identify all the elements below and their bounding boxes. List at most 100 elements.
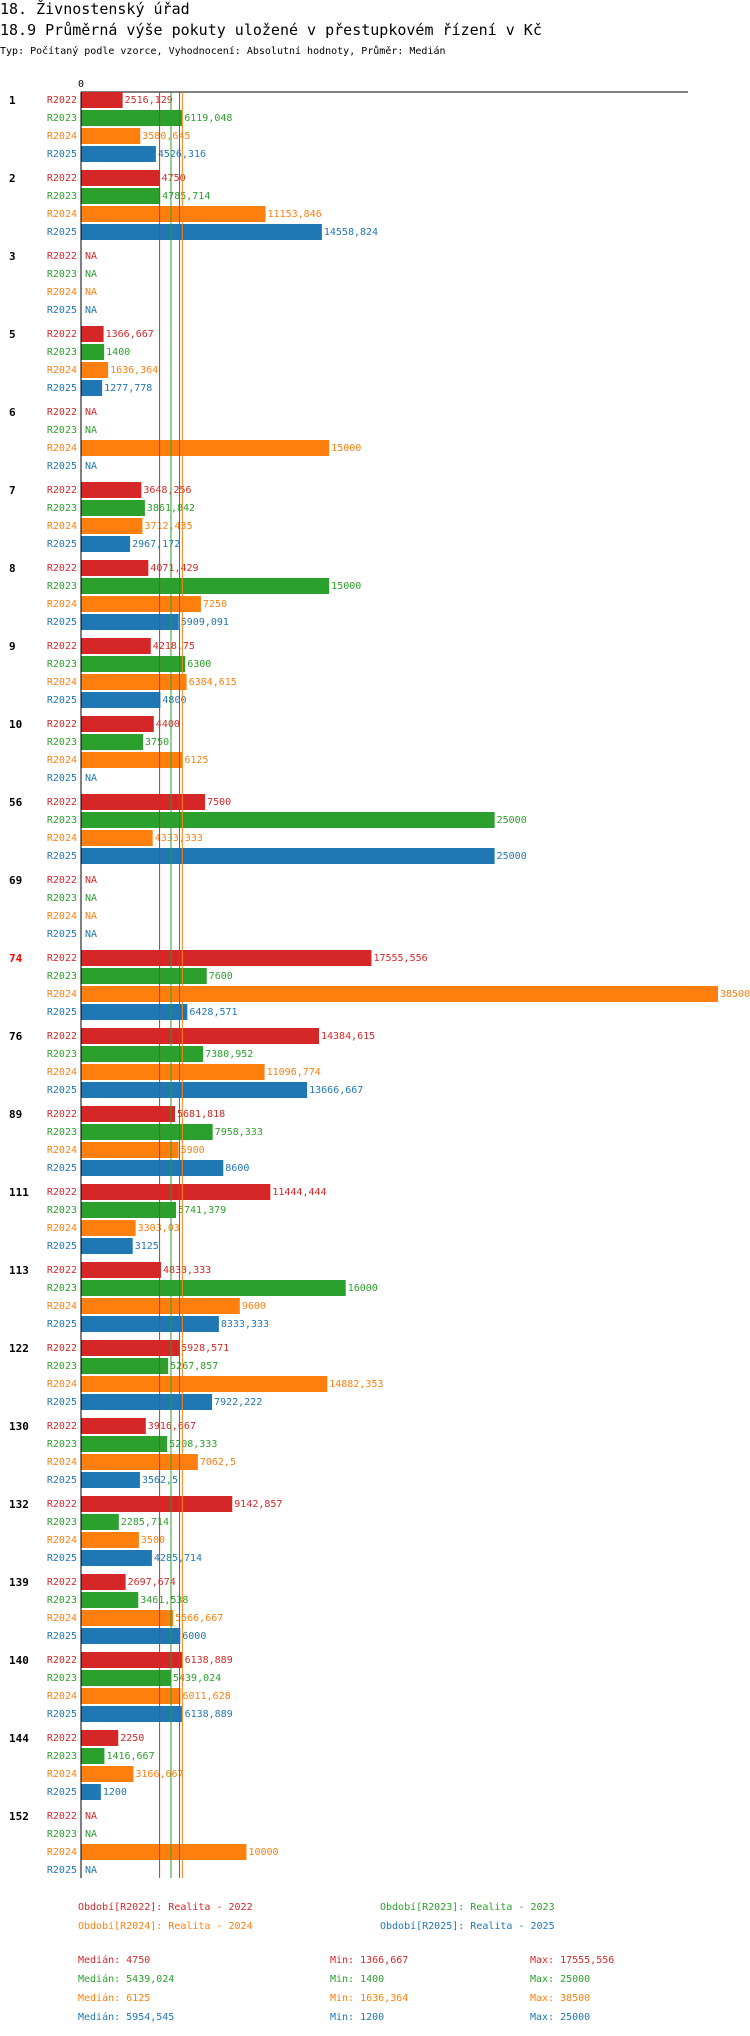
bar-76-R2024: [81, 1064, 265, 1080]
category-label-152: 152: [9, 1810, 29, 1823]
bar-9-R2025: [81, 692, 161, 708]
data-label-139-R2022: 2697,674: [128, 1577, 176, 1588]
category-label-5: 5: [9, 328, 16, 341]
data-label-89-R2022: 5681,818: [177, 1109, 225, 1120]
series-label-R2022: R2022: [47, 1733, 77, 1744]
bar-74-R2023: [81, 968, 207, 984]
data-label-7-R2025: 2967,172: [132, 539, 180, 550]
series-label-R2024: R2024: [47, 1145, 77, 1156]
bar-111-R2023: [81, 1202, 176, 1218]
bar-122-R2024: [81, 1376, 328, 1392]
data-label-132-R2023: 2285,714: [121, 1517, 169, 1528]
bar-2-R2022: [81, 170, 160, 186]
series-label-R2023: R2023: [47, 503, 77, 514]
series-label-R2022: R2022: [47, 1109, 77, 1120]
series-label-R2022: R2022: [47, 719, 77, 730]
data-label-113-R2025: 8333,333: [221, 1319, 269, 1330]
series-label-R2022: R2022: [47, 1577, 77, 1588]
series-label-R2022: R2022: [47, 563, 77, 574]
bar-122-R2022: [81, 1340, 180, 1356]
bar-2-R2025: [81, 224, 322, 240]
data-label-9-R2024: 6384,615: [189, 677, 237, 688]
series-label-R2023: R2023: [47, 1595, 77, 1606]
legend-item-R2023: Období[R2023]: Realita - 2023: [380, 1901, 555, 1913]
series-label-R2023: R2023: [47, 815, 77, 826]
data-label-56-R2023: 25000: [497, 815, 527, 826]
category-label-144: 144: [9, 1732, 29, 1745]
bar-130-R2023: [81, 1436, 168, 1452]
series-label-R2023: R2023: [47, 1127, 77, 1138]
data-label-111-R2023: 5741,379: [178, 1205, 226, 1216]
bar-56-R2023: [81, 812, 495, 828]
data-label-89-R2023: 7958,333: [215, 1127, 263, 1138]
stat-median-R2023: Medián: 5439,024: [78, 1973, 174, 1985]
series-label-R2025: R2025: [47, 227, 77, 238]
bar-5-R2023: [81, 344, 105, 360]
series-label-R2024: R2024: [47, 1223, 77, 1234]
bar-74-R2024: [81, 986, 718, 1002]
bar-139-R2024: [81, 1610, 174, 1626]
bar-140-R2025: [81, 1706, 183, 1722]
data-label-56-R2022: 7500: [207, 797, 231, 808]
data-label-69-R2024: NA: [85, 911, 97, 922]
bar-89-R2022: [81, 1106, 176, 1122]
data-label-69-R2022: NA: [85, 875, 97, 886]
bar-139-R2025: [81, 1628, 181, 1644]
data-label-140-R2023: 5439,024: [173, 1673, 221, 1684]
stat-min-R2025: Min: 1200: [330, 2012, 384, 2023]
bar-144-R2022: [81, 1730, 119, 1746]
bar-130-R2024: [81, 1454, 198, 1470]
data-label-152-R2024: 10000: [248, 1847, 278, 1858]
series-label-R2024: R2024: [47, 443, 77, 454]
data-label-6-R2023: NA: [85, 425, 97, 436]
bar-144-R2024: [81, 1766, 134, 1782]
series-label-R2024: R2024: [47, 1691, 77, 1702]
series-label-R2025: R2025: [47, 1007, 77, 1018]
series-label-R2024: R2024: [47, 521, 77, 532]
bar-1-R2022: [81, 92, 123, 108]
series-label-R2025: R2025: [47, 383, 77, 394]
bar-56-R2025: [81, 848, 495, 864]
data-label-9-R2022: 4218,75: [153, 641, 195, 652]
series-label-R2023: R2023: [47, 1439, 77, 1450]
data-label-144-R2022: 2250: [120, 1733, 144, 1744]
series-label-R2023: R2023: [47, 425, 77, 436]
bar-10-R2024: [81, 752, 183, 768]
data-label-139-R2025: 6000: [182, 1631, 206, 1642]
series-label-R2025: R2025: [47, 149, 77, 160]
bar-140-R2022: [81, 1652, 183, 1668]
series-label-R2023: R2023: [47, 1829, 77, 1840]
data-label-6-R2024: 15000: [331, 443, 361, 454]
category-label-9: 9: [9, 640, 16, 653]
series-label-R2022: R2022: [47, 1343, 77, 1354]
stat-median-R2024: Medián: 6125: [78, 1992, 150, 2004]
series-label-R2024: R2024: [47, 1301, 77, 1312]
series-label-R2025: R2025: [47, 461, 77, 472]
series-label-R2024: R2024: [47, 911, 77, 922]
series-label-R2023: R2023: [47, 1361, 77, 1372]
legend-item-R2025: Období[R2025]: Realita - 2025: [380, 1920, 555, 1932]
category-label-56: 56: [9, 796, 23, 809]
series-label-R2023: R2023: [47, 1205, 77, 1216]
bar-89-R2023: [81, 1124, 213, 1140]
bar-6-R2024: [81, 440, 330, 456]
series-label-R2022: R2022: [47, 797, 77, 808]
data-label-144-R2023: 1416,667: [106, 1751, 154, 1762]
data-label-6-R2025: NA: [85, 461, 97, 472]
series-label-R2025: R2025: [47, 539, 77, 550]
bar-1-R2024: [81, 128, 141, 144]
series-label-R2023: R2023: [47, 191, 77, 202]
data-label-69-R2025: NA: [85, 929, 97, 940]
category-label-139: 139: [9, 1576, 29, 1589]
series-label-R2022: R2022: [47, 641, 77, 652]
data-label-2-R2025: 14558,824: [324, 227, 378, 238]
data-label-132-R2022: 9142,857: [234, 1499, 282, 1510]
series-label-R2022: R2022: [47, 1499, 77, 1510]
series-label-R2024: R2024: [47, 1613, 77, 1624]
series-label-R2022: R2022: [47, 1421, 77, 1432]
stat-median-R2022: Medián: 4750: [78, 1954, 150, 1966]
series-label-R2022: R2022: [47, 875, 77, 886]
bar-76-R2022: [81, 1028, 319, 1044]
data-label-2-R2022: 4750: [162, 173, 186, 184]
series-label-R2022: R2022: [47, 1187, 77, 1198]
